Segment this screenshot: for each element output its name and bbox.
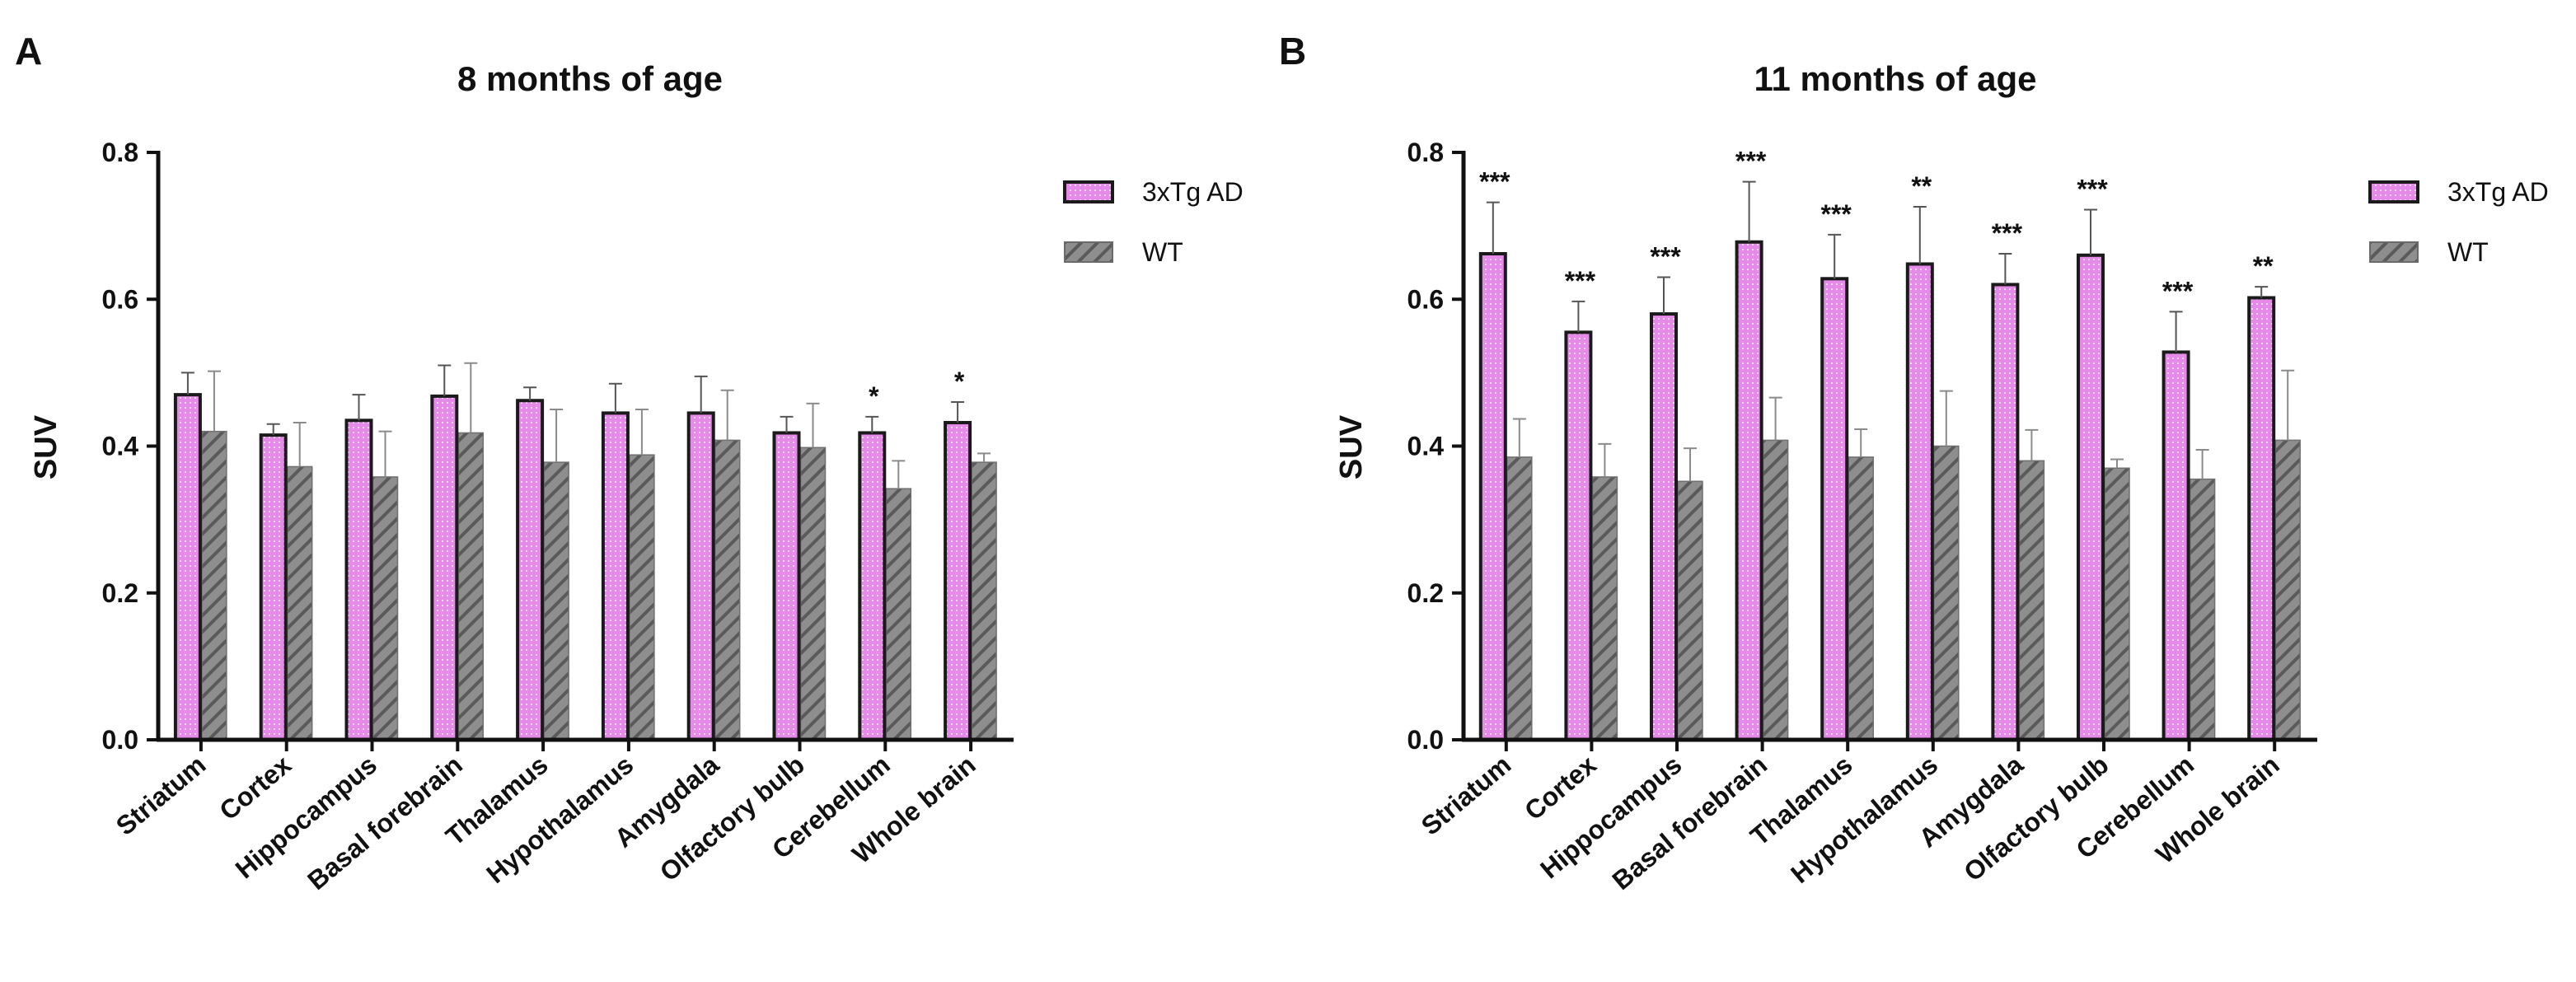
panel-b-legend-label-3xtg: 3xTg AD	[2447, 177, 2549, 207]
panel-b-bar-wt	[1506, 456, 1533, 741]
panel-a-bar-wt	[971, 461, 997, 741]
panel-b-significance-label: ***	[2077, 175, 2108, 204]
panel-b-plot: 0.00.20.40.60.8***Striatum***Cortex***Hi…	[1407, 138, 2317, 895]
panel-b-legend: 3xTg AD WT	[2368, 177, 2549, 267]
panel-b-x-tick-label: Striatum	[1416, 750, 1517, 841]
panel-b-y-tick-label: 0.8	[1407, 138, 1444, 167]
panel-b-letter: B	[1279, 30, 1306, 72]
panel-a-bar-3xtg	[601, 411, 630, 741]
panel-b-significance-label: ***	[1565, 266, 1596, 296]
panel-a-y-axis-label: SUV	[29, 414, 63, 479]
panel-b-bar-3xtg	[2161, 350, 2190, 741]
panel-a-bar-3xtg	[173, 393, 202, 741]
panel-b-significance-label: ***	[2162, 276, 2194, 306]
panel-b-significance-label: ***	[1479, 167, 1510, 197]
panel-b-bar-wt	[1591, 476, 1618, 741]
panel-b: B 11 months of age SUV 0.0 0.2 0.4 0.6 0.8 **…	[1279, 30, 2549, 895]
panel-a-bar-wt	[543, 461, 569, 741]
panel-b-bar-wt	[2104, 467, 2130, 741]
panel-a-y-tick-label: 0.6	[102, 284, 138, 314]
panel-b-title: 11 months of age	[1754, 59, 2036, 98]
panel-b-bar-3xtg	[1564, 330, 1593, 741]
panel-b-x-tick-label: Cortex	[1519, 750, 1602, 826]
panel-a-bar-wt	[629, 454, 655, 741]
panel-b-x-tick-label: Hypothalamus	[1785, 750, 1943, 889]
panel-b-significance-label: **	[2253, 251, 2274, 281]
panel-b-x-tick-label: Olfactory bulb	[1958, 750, 2114, 887]
panel-a-bar-3xtg	[430, 394, 459, 741]
panel-b-bar-3xtg	[1478, 251, 1507, 741]
panel-b-bar-wt	[2018, 460, 2045, 741]
panel-a-x-tick-label: Basal forebrain	[302, 750, 468, 895]
panel-a-bar-wt	[885, 488, 912, 741]
panel-b-bar-3xtg	[2077, 253, 2105, 741]
panel-a-legend: 3xTg AD WT	[1063, 177, 1244, 267]
panel-b-bar-3xtg	[1820, 277, 1849, 742]
panel-a-legend-swatch-wt	[1064, 241, 1113, 263]
panel-b-bar-3xtg	[1905, 262, 1934, 742]
panel-a-x-tick-label: Olfactory bulb	[654, 750, 810, 887]
panel-a-bar-wt	[201, 430, 227, 741]
panel-a-bar-3xtg	[516, 399, 545, 741]
panel-a-y-tick-label: 0.4	[102, 432, 139, 461]
panel-b-legend-swatch-3xtg	[2368, 180, 2419, 203]
panel-b-bar-wt	[1677, 480, 1703, 741]
panel-a-bar-3xtg	[686, 411, 715, 741]
panel-a-y-tick-label: 0.8	[102, 138, 138, 167]
panel-b-bar-wt	[1848, 456, 1874, 741]
panel-a-significance-label: *	[954, 367, 965, 396]
panel-b-y-axis-label: SUV	[1334, 414, 1369, 479]
panel-a: A 8 months of age SUV 0.0 0.2 0.4 0.6 0.8 Str…	[15, 30, 1244, 895]
panel-b-bar-3xtg	[2247, 296, 2276, 741]
panel-b-y-tick-label: 0.4	[1407, 432, 1445, 461]
panel-b-bar-3xtg	[1650, 312, 1678, 741]
panel-a-title: 8 months of age	[457, 59, 723, 98]
panel-b-bar-3xtg	[1991, 283, 2020, 741]
panel-a-y-tick-label: 0.0	[102, 725, 138, 755]
panel-b-significance-label: **	[1911, 171, 1932, 201]
panel-a-bar-3xtg	[858, 431, 887, 742]
panel-a-legend-label-3xtg: 3xTg AD	[1142, 177, 1244, 207]
panel-a-bar-3xtg	[344, 419, 373, 741]
panel-b-bar-wt	[2189, 478, 2216, 741]
panel-a-bar-wt	[457, 432, 485, 741]
panel-a-bar-3xtg	[259, 433, 288, 741]
panel-a-x-tick-label: Striatum	[110, 750, 212, 841]
panel-b-bar-3xtg	[1735, 240, 1763, 742]
panel-b-bar-wt	[1933, 445, 1960, 741]
panel-a-y-tick-label: 0.2	[102, 578, 138, 608]
panel-a-x-tick-label: Cortex	[213, 750, 297, 826]
panel-a-bar-wt	[714, 439, 741, 741]
panel-b-significance-label: ***	[1735, 147, 1767, 176]
panel-b-bar-wt	[2274, 439, 2301, 741]
panel-a-bar-wt	[372, 476, 399, 741]
panel-b-y-tick-label: 0.6	[1407, 284, 1444, 314]
panel-b-significance-label: ***	[1992, 218, 2023, 248]
panel-b-significance-label: ***	[1650, 242, 1681, 272]
panel-a-bar-wt	[799, 447, 827, 741]
panel-a-x-tick-label: Hypothalamus	[480, 750, 639, 889]
panel-a-bar-3xtg	[772, 431, 801, 742]
panel-a-significance-label: *	[869, 381, 879, 411]
panel-a-legend-swatch-3xtg	[1063, 180, 1114, 203]
panel-b-x-tick-label: Basal forebrain	[1606, 750, 1773, 895]
panel-a-bar-wt	[286, 465, 313, 741]
panel-b-significance-label: ***	[1821, 199, 1852, 229]
panel-a-letter: A	[15, 30, 42, 72]
panel-a-bar-3xtg	[944, 420, 972, 741]
panel-b-y-tick-label: 0.0	[1407, 725, 1444, 755]
panel-b-bar-wt	[1762, 439, 1789, 741]
panel-b-legend-label-wt: WT	[2447, 237, 2489, 267]
panel-a-legend-label-wt: WT	[1142, 237, 1183, 267]
panel-b-legend-swatch-wt	[2369, 241, 2419, 263]
panel-b-y-tick-label: 0.2	[1407, 578, 1444, 608]
